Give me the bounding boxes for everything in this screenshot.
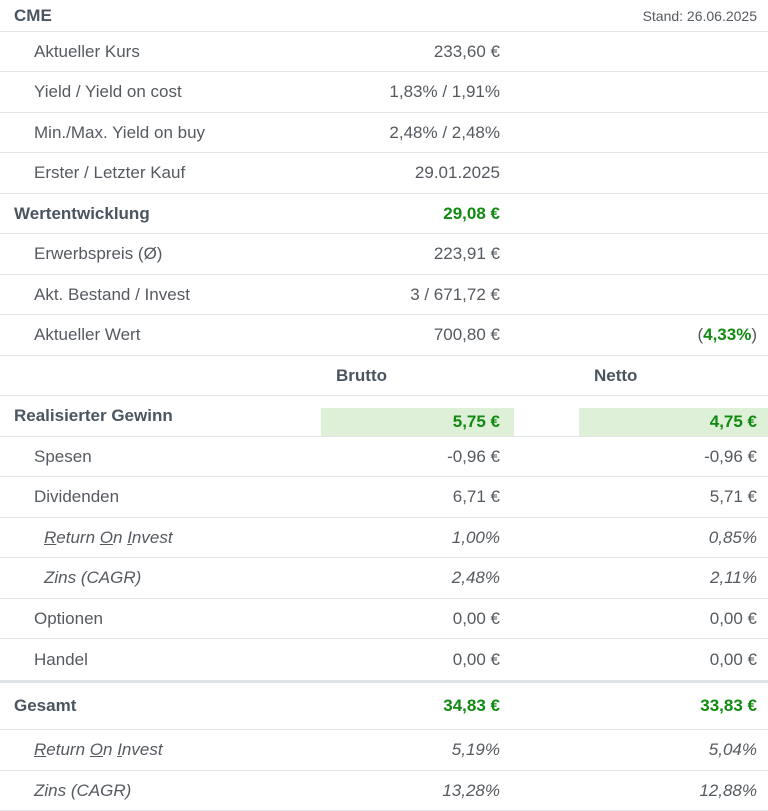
netto-value: 5,71 €	[709, 487, 757, 506]
netto-value: -0,96 €	[704, 446, 757, 466]
value: 700,80 €	[433, 325, 500, 344]
value: 223,91 €	[433, 244, 500, 263]
label: Akt. Bestand / Invest	[34, 284, 190, 304]
percent-change: (4,33%)	[697, 325, 757, 344]
row-kauf: Erster / Letzter Kauf 29.01.2025	[0, 153, 768, 194]
section-title: Wertentwicklung	[14, 203, 150, 223]
brutto-value: 5,75 €	[452, 412, 500, 431]
label: Optionen	[34, 608, 103, 628]
value: 29,08 €	[443, 203, 500, 223]
value: 233,60 €	[433, 41, 500, 61]
brutto-value: 2,48%	[451, 568, 500, 587]
label: Yield / Yield on cost	[34, 82, 182, 101]
value: 1,83% / 1,91%	[389, 82, 500, 101]
netto-value: 12,88%	[699, 780, 757, 800]
label: Spesen	[34, 446, 92, 466]
highlight-brutto	[321, 408, 514, 436]
section-title: Realisierter Gewinn	[14, 406, 173, 425]
row-aktueller-wert: Aktueller Wert 700,80 € (4,33%)	[0, 315, 768, 356]
brutto-value: 0,00 €	[452, 608, 500, 628]
ticker-title: CME	[14, 5, 52, 25]
label: Aktueller Wert	[34, 325, 141, 344]
label: Zins (CAGR)	[34, 780, 132, 800]
label: Aktueller Kurs	[34, 41, 140, 61]
label: Handel	[34, 649, 88, 669]
row-spesen: Spesen -0,96 € -0,96 €	[0, 437, 768, 477]
value: 29.01.2025	[414, 163, 500, 182]
netto-value: 0,00 €	[709, 649, 757, 669]
row-zins: Zins (CAGR) 2,48% 2,11%	[0, 558, 768, 599]
row-gesamt: Gesamt 34,83 € 33,83 €	[0, 683, 768, 730]
label: Zins (CAGR)	[44, 568, 142, 587]
label: Dividenden	[34, 487, 120, 506]
netto-value: 4,75 €	[709, 412, 757, 431]
row-wertentwicklung: Wertentwicklung 29,08 €	[0, 194, 768, 234]
highlight-netto	[579, 408, 768, 436]
percent-value: 4,33%	[703, 325, 752, 344]
brutto-value: -0,96 €	[447, 446, 500, 466]
brutto-value: 13,28%	[442, 780, 500, 800]
stand-date: Stand: 26.06.2025	[642, 7, 757, 24]
brutto-value: 5,19%	[451, 740, 500, 759]
row-handel: Handel 0,00 € 0,00 €	[0, 639, 768, 683]
row-realisierter-gewinn: Realisierter Gewinn 5,75 € 4,75 €	[0, 396, 768, 437]
brutto-value: 6,71 €	[452, 487, 500, 506]
column-brutto: Brutto	[336, 365, 387, 385]
row-gesamt-zins: Zins (CAGR) 13,28% 12,88%	[0, 771, 768, 811]
netto-value: 33,83 €	[700, 696, 757, 715]
label: Erster / Letzter Kauf	[34, 163, 186, 182]
column-header-row: Brutto Netto	[0, 356, 768, 396]
brutto-value: 34,83 €	[443, 696, 500, 715]
row-yield: Yield / Yield on cost 1,83% / 1,91%	[0, 72, 768, 113]
row-erwerbspreis: Erwerbspreis (Ø) 223,91 €	[0, 234, 768, 275]
row-bestand: Akt. Bestand / Invest 3 / 671,72 €	[0, 275, 768, 315]
row-dividenden: Dividenden 6,71 € 5,71 €	[0, 477, 768, 518]
value: 3 / 671,72 €	[410, 284, 500, 304]
netto-value: 5,04%	[708, 740, 757, 759]
netto-value: 2,11%	[710, 568, 757, 587]
netto-value: 0,00 €	[709, 608, 757, 628]
brutto-value: 0,00 €	[452, 649, 500, 669]
column-netto: Netto	[594, 365, 638, 385]
brutto-value: 1,00%	[451, 527, 500, 547]
value: 2,48% / 2,48%	[389, 122, 500, 142]
row-minmax-yield: Min./Max. Yield on buy 2,48% / 2,48%	[0, 113, 768, 153]
row-optionen: Optionen 0,00 € 0,00 €	[0, 599, 768, 639]
netto-value: 0,85%	[708, 527, 757, 547]
row-aktueller-kurs: Aktueller Kurs 233,60 €	[0, 32, 768, 72]
section-title: Gesamt	[14, 696, 77, 715]
header-row: CME Stand: 26.06.2025	[0, 0, 768, 32]
label: Min./Max. Yield on buy	[34, 122, 206, 142]
label: Erwerbspreis (Ø)	[34, 244, 163, 263]
